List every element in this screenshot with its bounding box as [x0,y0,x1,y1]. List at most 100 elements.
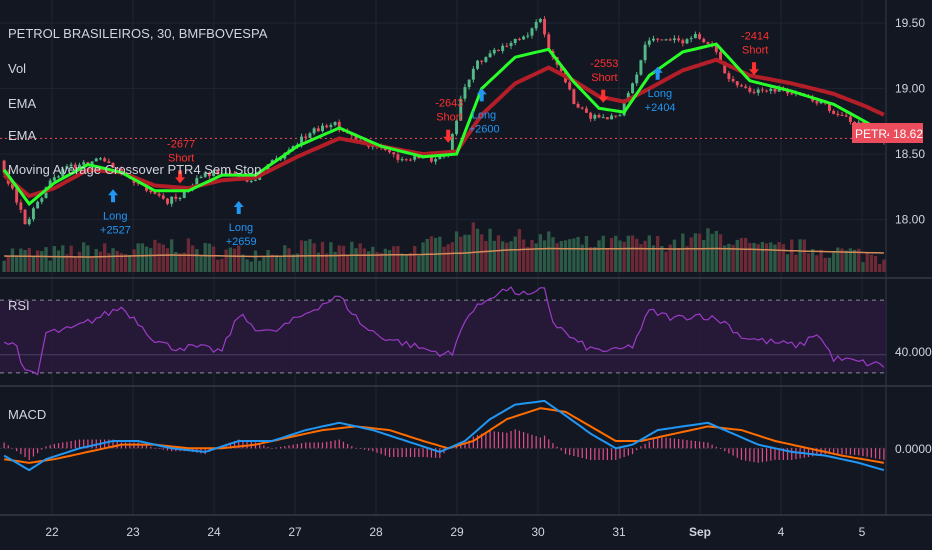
macd-histogram-bar [845,448,847,455]
macd-histogram-bar [91,439,93,449]
candle-body [107,161,111,163]
macd-histogram-bar [380,448,382,455]
macd-histogram-bar [598,448,600,460]
macd-histogram-bar [719,448,722,450]
volume-bar [216,259,220,272]
volume-bar [375,252,379,272]
macd-histogram-bar [37,448,39,454]
volume-bar [836,247,840,272]
macd-histogram-bar [724,448,726,452]
macd-histogram-bar [166,448,169,451]
signal-value: +2659 [226,236,257,248]
time-tick-label: 23 [126,525,140,539]
macd-histogram-bar [841,448,843,455]
volume-bar [664,251,668,272]
macd-histogram-bar [560,448,562,451]
legend-ema-fast: EMA [8,96,37,111]
candle-body [94,158,98,162]
volume-bar [622,241,626,272]
volume-bar [542,240,547,272]
macd-histogram-bar [703,441,705,449]
volume-bar [199,255,203,272]
macd-histogram-bar [837,448,839,455]
macd-histogram-bar [527,433,529,449]
volume-bar [764,243,769,272]
macd-panel[interactable] [0,399,886,472]
volume-bar [815,255,819,272]
volume-bar [433,237,438,272]
rsi-panel[interactable] [0,286,886,376]
candle-body [69,164,73,167]
candle-body [601,117,605,119]
macd-histogram-bar [502,432,504,449]
volume-bar [568,239,572,272]
macd-histogram-bar [78,439,81,449]
macd-histogram-bar [238,439,240,449]
volume-bar [647,235,651,272]
volume-bar [869,254,874,272]
macd-histogram-bar [644,443,646,449]
macd-histogram-bar [665,437,667,449]
volume-bar [241,254,245,272]
candle-body [790,93,794,95]
macd-histogram-bar [87,439,89,449]
volume-bar [731,244,735,272]
volume-bar [500,241,505,272]
candle-body [82,162,86,165]
volume-bar [73,257,77,272]
volume-bar [873,256,878,272]
candle-body [773,88,777,92]
macd-histogram-bar [62,442,64,449]
volume-bar [136,243,140,272]
signal-value: -2677 [167,138,195,150]
long-arrow-icon [476,88,487,102]
signal-label: Long [472,109,496,121]
candle-body [161,195,165,199]
macd-histogram-bar [435,448,437,458]
volume-bar [408,252,413,272]
price-panel[interactable]: Long +2527 -2677 Short Long +2659 -2643 Short Lo… [0,16,886,272]
volume-bar [195,249,199,272]
long-arrow-icon [108,189,119,203]
macd-histogram-bar [271,448,273,449]
macd-histogram-bar [531,434,533,449]
volume-bar [551,237,555,272]
volume-bar [630,235,635,272]
volume-bar [165,248,170,272]
volume-bar [27,247,31,272]
volume-bar [245,259,249,272]
signal-value: +2527 [100,224,131,236]
macd-histogram-bar [552,443,554,449]
volume-bar [266,250,270,272]
candle-body [329,125,333,128]
volume-bar [417,255,421,272]
macd-histogram-bar [883,448,885,460]
volume-bar [157,243,161,272]
volume-bar [576,236,580,272]
candle-body [203,172,207,177]
candle-body [819,101,823,104]
volume-bar [174,251,178,272]
macd-histogram-bar [409,448,412,458]
volume-bar [44,247,48,272]
volume-bar [655,235,660,272]
candle-body [463,87,467,99]
macd-histogram-bar [753,448,755,463]
candle-body [693,34,697,39]
macd-histogram-bar [233,441,236,449]
volume-bar [710,233,714,272]
signal-label: Short [436,112,462,124]
price-tick-label: 18.00 [895,213,925,227]
volume-bar [178,253,182,272]
macd-histogram-bar [309,442,311,449]
volume-bar [387,250,392,272]
volume-bar [580,244,584,272]
candle-body [354,135,358,140]
candle-body [174,196,178,199]
macd-histogram-bar [158,448,160,450]
rsi-level-label: 40.0000 [895,345,932,359]
macd-histogram-bar [765,448,768,462]
candle-body [254,179,257,181]
volume-bar [538,234,543,272]
signal-value: -2414 [741,30,769,42]
